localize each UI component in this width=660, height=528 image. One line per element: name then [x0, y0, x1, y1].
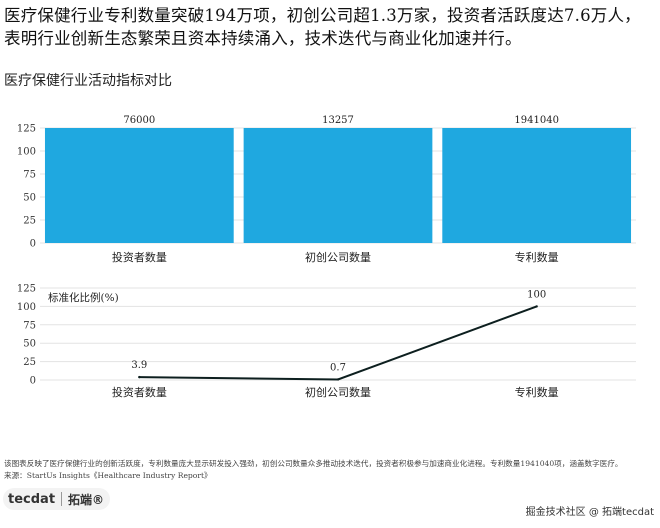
data-label: 1941040	[514, 115, 559, 126]
bar-chart-panel: 0255075100125指标数值投资者数量初创公司数量专利数量76000132…	[17, 115, 636, 264]
footnote-source: 来源：StartUs Insights《Healthcare Industry …	[4, 471, 212, 480]
y-tick-label: 25	[23, 357, 36, 368]
headline: 医疗保健行业专利数量突破194万项，初创公司超1.3万家，投资者活跃度达7.6万…	[4, 6, 641, 48]
data-label: 76000	[123, 115, 155, 126]
y-tick-label: 0	[30, 376, 36, 387]
data-point	[535, 305, 538, 308]
x-tick-label: 投资者数量	[112, 385, 167, 399]
logo-text-tuoduan: 拓端®	[68, 492, 105, 507]
logo-divider	[61, 492, 63, 506]
bar	[44, 128, 234, 243]
y-tick-label: 0	[30, 239, 36, 250]
x-tick-label: 投资者数量	[112, 250, 167, 264]
y-axis-label: 标准化比例(%)	[48, 291, 119, 304]
y-tick-label: 50	[23, 339, 36, 350]
bar	[243, 128, 433, 243]
watermark: 掘金技术社区 @ 拓端tecdat	[525, 507, 654, 518]
footnote: 该图表反映了医疗保健行业的创新活跃度，专利数量庞大显示研发投入强劲，初创公司数量…	[4, 458, 656, 482]
y-tick-label: 125	[17, 124, 36, 135]
line-chart-panel: 0 25 50 75 100 125 标准化比例(%) 投资者数量 初创公司数量 专利数量 3.9 0…	[17, 284, 636, 399]
x-tick-label: 初创公司数量	[305, 385, 371, 399]
y-tick-label: 75	[23, 320, 36, 331]
data-label: 100	[527, 289, 546, 300]
data-label: 13257	[322, 115, 354, 126]
x-tick-label: 初创公司数量	[305, 250, 371, 264]
y-tick-label: 50	[23, 193, 36, 204]
y-tick-label: 100	[17, 147, 36, 158]
logo-text-tecdat: tecdat	[8, 491, 56, 507]
data-label: 0.7	[330, 362, 346, 373]
chart-subtitle: 医疗保健行业活动指标对比	[4, 73, 172, 89]
x-tick-label: 专利数量	[515, 250, 559, 264]
y-tick-label: 100	[17, 302, 36, 313]
x-tick-label: 专利数量	[515, 385, 559, 399]
y-tick-label: 25	[23, 216, 36, 227]
data-point	[138, 375, 141, 379]
y-tick-label: 125	[17, 284, 36, 295]
data-point	[336, 378, 340, 381]
footnote-description: 该图表反映了医疗保健行业的创新活跃度，专利数量庞大显示研发投入强劲，初创公司数量…	[4, 459, 623, 468]
y-tick-label: 75	[23, 170, 36, 181]
data-label: 3.9	[131, 360, 147, 371]
tecdat-logo: tecdat 拓端®	[3, 487, 111, 511]
bar	[442, 128, 632, 243]
